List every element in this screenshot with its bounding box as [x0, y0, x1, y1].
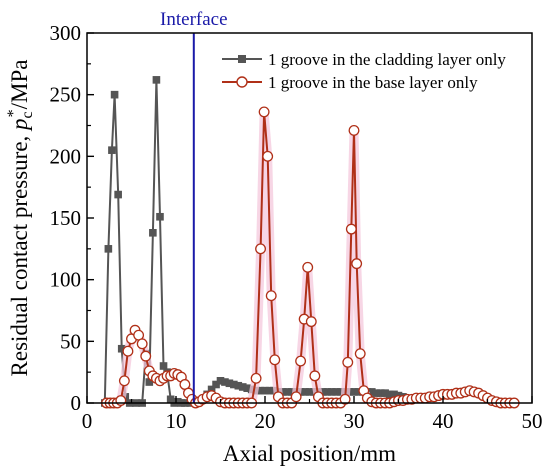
y-axis-label: Residual contact pressure, pc*/MPa — [5, 60, 36, 377]
data-point — [156, 212, 164, 221]
data-point — [269, 354, 281, 366]
data-point — [376, 389, 385, 397]
data-point — [336, 388, 345, 396]
data-point — [327, 388, 336, 396]
y-tick-label: 50 — [60, 329, 81, 353]
data-point — [149, 229, 157, 237]
data-point — [261, 386, 269, 395]
series-highlight-1 — [102, 107, 519, 408]
data-point — [136, 338, 148, 350]
data-point — [152, 76, 161, 84]
data-point — [250, 372, 262, 384]
y-tick-label: 150 — [50, 206, 82, 230]
data-point — [354, 388, 363, 396]
data-point — [368, 388, 376, 396]
data-point — [216, 377, 225, 385]
y-tick-label: 100 — [50, 268, 82, 292]
data-point — [104, 245, 113, 253]
y-tick-label: 250 — [50, 83, 82, 107]
data-point — [345, 223, 357, 235]
y-tick-label: 0 — [71, 391, 82, 415]
data-point — [283, 388, 292, 396]
data-point — [339, 393, 351, 405]
data-point — [390, 390, 398, 399]
data-point — [140, 350, 152, 362]
data-point — [305, 316, 317, 328]
y-axis-label-subscript: c — [19, 111, 36, 118]
x-tick-label: 20 — [255, 409, 276, 433]
data-point — [114, 190, 122, 199]
y-axis-label-suffix: /MPa — [7, 60, 32, 110]
data-point — [301, 388, 309, 396]
x-tick-label: 0 — [82, 409, 93, 433]
data-point — [342, 356, 354, 368]
data-point — [159, 362, 168, 370]
legend: 1 groove in the cladding layer only 1 gr… — [222, 50, 506, 92]
data-point — [381, 389, 389, 397]
legend-label-base: 1 groove in the base layer only — [268, 73, 478, 92]
x-axis-label: Axial position/mm — [223, 441, 396, 466]
data-point — [351, 258, 363, 270]
data-point — [265, 386, 274, 395]
y-axis-label-superscript: * — [5, 109, 22, 117]
data-point — [350, 388, 358, 396]
data-point — [265, 290, 277, 302]
data-point — [221, 378, 229, 386]
y-tick-label: 200 — [50, 144, 82, 168]
data-point — [262, 150, 274, 162]
data-point — [295, 355, 307, 367]
legend-marker-cladding — [238, 55, 246, 63]
data-point — [234, 381, 243, 390]
data-point — [207, 385, 216, 394]
data-point — [319, 388, 327, 396]
data-point — [117, 344, 126, 353]
data-point — [302, 261, 314, 273]
data-point — [108, 146, 116, 154]
data-point — [385, 390, 394, 399]
data-point — [323, 388, 332, 396]
data-point — [279, 388, 287, 396]
data-point — [230, 380, 238, 389]
x-tick-label: 30 — [344, 409, 365, 433]
data-point — [287, 388, 296, 396]
data-point — [256, 386, 265, 395]
legend-label-cladding: 1 groove in the cladding layer only — [268, 50, 506, 69]
data-point — [212, 380, 220, 389]
data-point — [258, 106, 270, 118]
data-point — [290, 391, 302, 403]
x-tick-label: 50 — [522, 409, 543, 433]
data-point — [255, 243, 266, 255]
data-point — [354, 348, 366, 360]
data-point — [225, 379, 234, 388]
axis-ticks: 0 10 20 30 40 50 0 50 100 150 200 250 300 — [50, 21, 543, 433]
data-point — [238, 383, 247, 391]
x-tick-label: 10 — [166, 409, 187, 433]
y-tick-label: 300 — [50, 21, 82, 45]
data-point — [122, 345, 134, 357]
data-point — [332, 388, 340, 396]
data-point — [372, 389, 381, 397]
y-axis-label-symbol: p — [7, 118, 32, 132]
data-point — [305, 388, 314, 396]
data-point — [348, 124, 360, 136]
data-point — [243, 384, 251, 392]
data-point — [118, 375, 130, 387]
data-point — [309, 370, 321, 382]
legend-marker-base — [236, 76, 248, 88]
x-tick-label: 40 — [433, 409, 454, 433]
data-point — [145, 378, 154, 386]
series-layer — [101, 76, 520, 409]
data-point — [115, 395, 127, 406]
interface-label: Interface — [160, 9, 228, 30]
data-point — [110, 90, 119, 99]
y-axis-label-prefix: Residual contact pressure, — [7, 130, 32, 377]
